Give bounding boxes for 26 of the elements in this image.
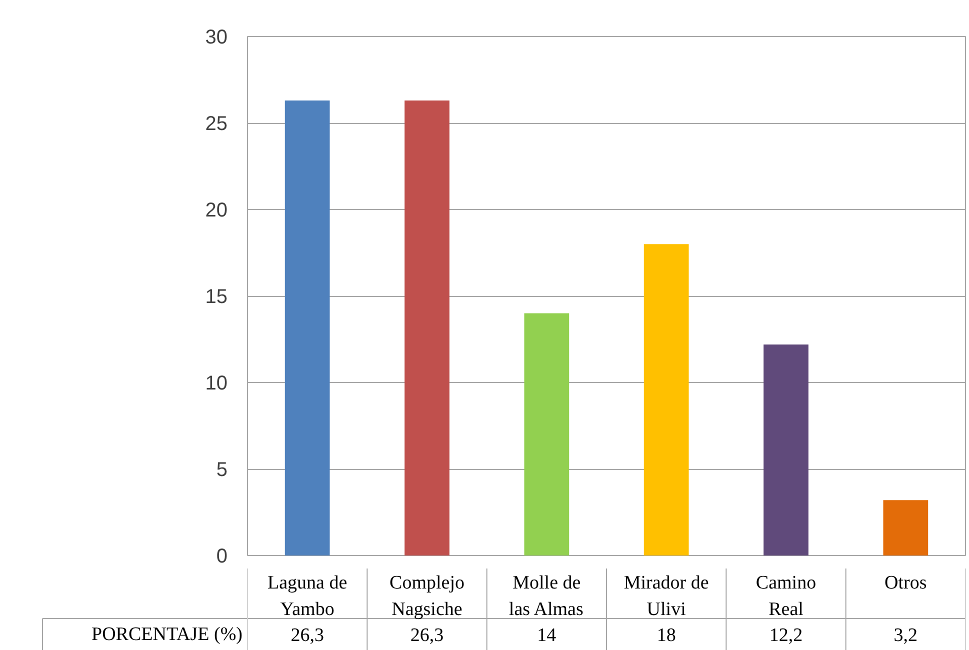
bar	[883, 500, 928, 556]
x-tick-label: Mirador de Ulivi	[624, 572, 709, 620]
bar	[404, 100, 450, 556]
y-tick-label: 20	[205, 200, 228, 222]
x-tick-label: Laguna de Yambo	[268, 572, 348, 620]
y-tick-label: 5	[216, 459, 228, 481]
y-tick-label: 25	[205, 113, 228, 135]
data-label: 26,3	[290, 625, 324, 646]
x-tick-label: Complejo Nagsiche	[390, 572, 464, 620]
data-label: 14	[537, 625, 557, 646]
x-tick-label: Otros	[884, 572, 927, 594]
y-tick-label: 15	[205, 286, 228, 308]
bar	[644, 244, 689, 556]
x-tick-label: Camino Real	[756, 572, 816, 620]
data-label: 12,2	[769, 625, 803, 646]
y-tick-label: 30	[205, 26, 228, 48]
bar	[284, 100, 330, 556]
y-tick-label: 10	[205, 372, 228, 394]
data-label: 26,3	[410, 625, 444, 646]
y-tick-label: 0	[216, 546, 228, 568]
text: PORCENTAJE (%)	[92, 624, 242, 645]
data-label: 3,2	[894, 625, 918, 646]
data-label: 18	[656, 625, 676, 646]
x-tick-label: Molle de las Almas	[508, 572, 584, 620]
bar	[524, 313, 570, 556]
bar	[764, 344, 808, 556]
